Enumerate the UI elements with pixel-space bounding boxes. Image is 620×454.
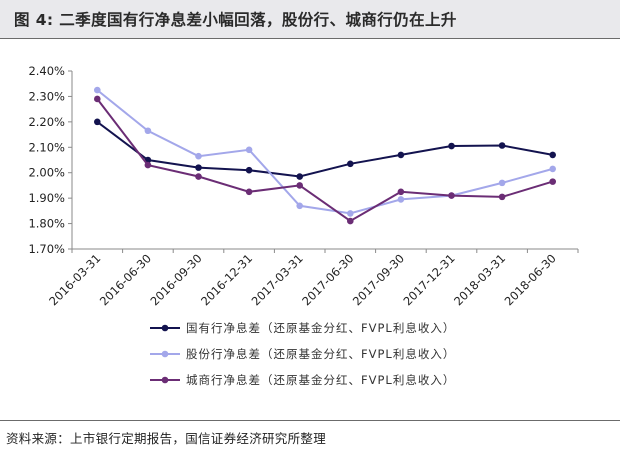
data-point (245, 188, 253, 196)
source-note: 资料来源：上市银行定期报告，国信证券经济研究所整理 (6, 431, 327, 446)
data-point (296, 202, 304, 210)
data-point (347, 210, 354, 217)
data-point (549, 178, 556, 185)
series-line (96, 121, 553, 178)
x-tick-label: 2017-06-30 (299, 251, 356, 308)
data-point (347, 160, 354, 168)
data-point (195, 164, 202, 171)
y-tick-label: 1.90% (28, 191, 65, 205)
data-point (498, 179, 506, 187)
x-tick-labels: 2016-03-312016-06-302016-09-302016-12-31… (46, 251, 559, 308)
legend-label: 股份行净息差（还原基金分红、FVPL利息收入） (186, 347, 455, 361)
series-layer (94, 86, 556, 225)
line-chart: 2016-03-312016-06-302016-09-302016-12-31… (28, 64, 579, 387)
data-point (347, 217, 354, 225)
y-tick-label: 1.80% (28, 217, 65, 231)
x-tick-label: 2017-03-31 (249, 251, 306, 308)
y-tick-label: 2.10% (28, 140, 65, 154)
legend-item: 城商行净息差（还原基金分红、FVPL利息收入） (150, 373, 455, 387)
legend-item: 国有行净息差（还原基金分红、FVPL利息收入） (150, 321, 455, 335)
data-point (94, 118, 101, 126)
data-point (397, 188, 405, 196)
x-tick-label: 2018-06-30 (502, 251, 559, 308)
y-tick-label: 2.30% (28, 89, 65, 103)
x-tick-label: 2018-03-31 (451, 251, 508, 308)
footer-divider (0, 420, 620, 421)
legend-label: 城商行净息差（还原基金分红、FVPL利息收入） (186, 373, 455, 387)
data-point (296, 182, 304, 189)
y-tick-label: 2.20% (28, 115, 65, 129)
data-point (397, 151, 405, 159)
x-tick-label: 2016-03-31 (46, 251, 103, 308)
x-tick-label: 2017-09-30 (350, 251, 407, 308)
x-tick-label: 2016-12-31 (198, 251, 255, 308)
title-bar: 图 4: 二季度国有行净息差小幅回落，股份行、城商行仍在上升 (0, 0, 620, 39)
y-tick-label: 2.00% (28, 166, 65, 180)
series-3 (94, 95, 556, 225)
data-point (549, 165, 556, 173)
data-point (397, 196, 405, 203)
legend-swatch-marker (161, 376, 169, 384)
data-point (549, 151, 556, 159)
series-line (96, 89, 553, 215)
legend-item: 股份行净息差（还原基金分红、FVPL利息收入） (150, 347, 455, 361)
data-point (296, 173, 304, 180)
legend: 国有行净息差（还原基金分红、FVPL利息收入） 股份行净息差（还原基金分红、FVP… (150, 321, 455, 387)
data-point (498, 193, 506, 201)
data-point (94, 86, 101, 94)
data-point (448, 142, 455, 150)
x-tick-label: 2016-09-30 (147, 251, 204, 308)
data-point (195, 152, 202, 160)
data-point (144, 161, 152, 169)
data-point (195, 173, 202, 180)
data-point (245, 166, 253, 174)
x-tick-label: 2016-06-30 (97, 251, 154, 308)
chart-title: 图 4: 二季度国有行净息差小幅回落，股份行、城商行仍在上升 (14, 11, 457, 29)
x-tick-label: 2017-12-31 (400, 251, 457, 308)
legend-label: 国有行净息差（还原基金分红、FVPL利息收入） (186, 321, 455, 335)
y-tick-labels: 1.70% 1.80% 1.90% 2.00% 2.10% 2.20% 2.30% 2.40% (28, 64, 65, 256)
axes (68, 70, 579, 253)
data-point (94, 95, 101, 103)
data-point (245, 146, 253, 154)
data-point (448, 192, 455, 199)
data-point (144, 127, 152, 135)
data-point (498, 142, 506, 149)
series-1 (94, 118, 556, 180)
y-tick-label: 2.40% (28, 64, 65, 78)
legend-swatch-marker (161, 350, 169, 358)
y-tick-label: 1.70% (28, 242, 65, 256)
legend-swatch-marker (161, 324, 169, 332)
series-line (96, 98, 553, 223)
